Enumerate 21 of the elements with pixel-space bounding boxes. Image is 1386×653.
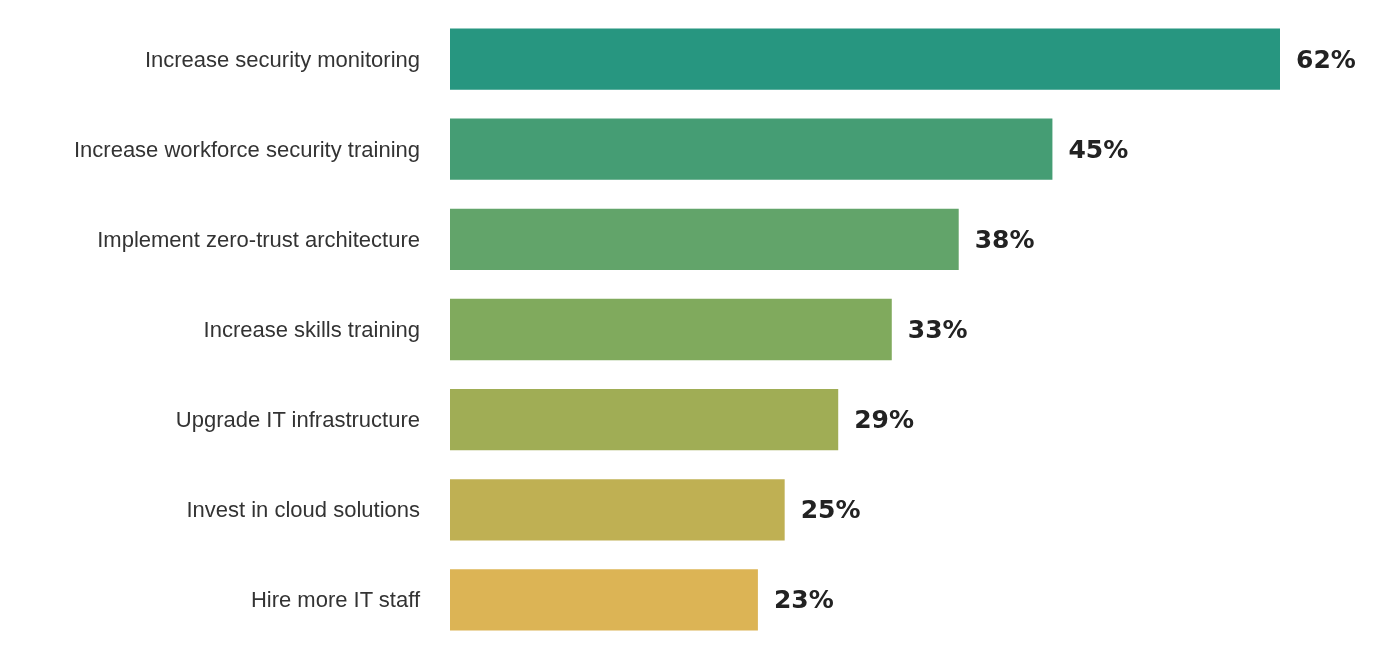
- data-label: 25%: [800, 495, 861, 525]
- data-label: 62%: [1296, 44, 1356, 74]
- bar: [450, 479, 785, 541]
- y-tick-label: Increase skills training: [203, 317, 420, 342]
- data-label: 29%: [854, 405, 915, 435]
- y-tick-label: Upgrade IT infrastructure: [175, 407, 420, 433]
- y-tick-label: Implement zero-trust architecture: [97, 226, 420, 252]
- bar: [450, 569, 758, 631]
- data-label: 23%: [773, 585, 834, 615]
- bar: [450, 208, 959, 271]
- y-tick-label: Hire more IT staff: [250, 587, 421, 613]
- bar: [450, 388, 839, 451]
- y-tick-label: Increase security monitoring: [144, 46, 420, 72]
- bar: [450, 298, 892, 361]
- bar: [450, 28, 1280, 90]
- data-label: 45%: [1068, 134, 1129, 164]
- data-label: 33%: [907, 315, 968, 344]
- data-label: 38%: [974, 224, 1035, 254]
- y-tick-label: Invest in cloud solutions: [186, 497, 420, 523]
- bar: [450, 118, 1053, 180]
- y-tick-label: Increase workforce security training: [73, 136, 420, 162]
